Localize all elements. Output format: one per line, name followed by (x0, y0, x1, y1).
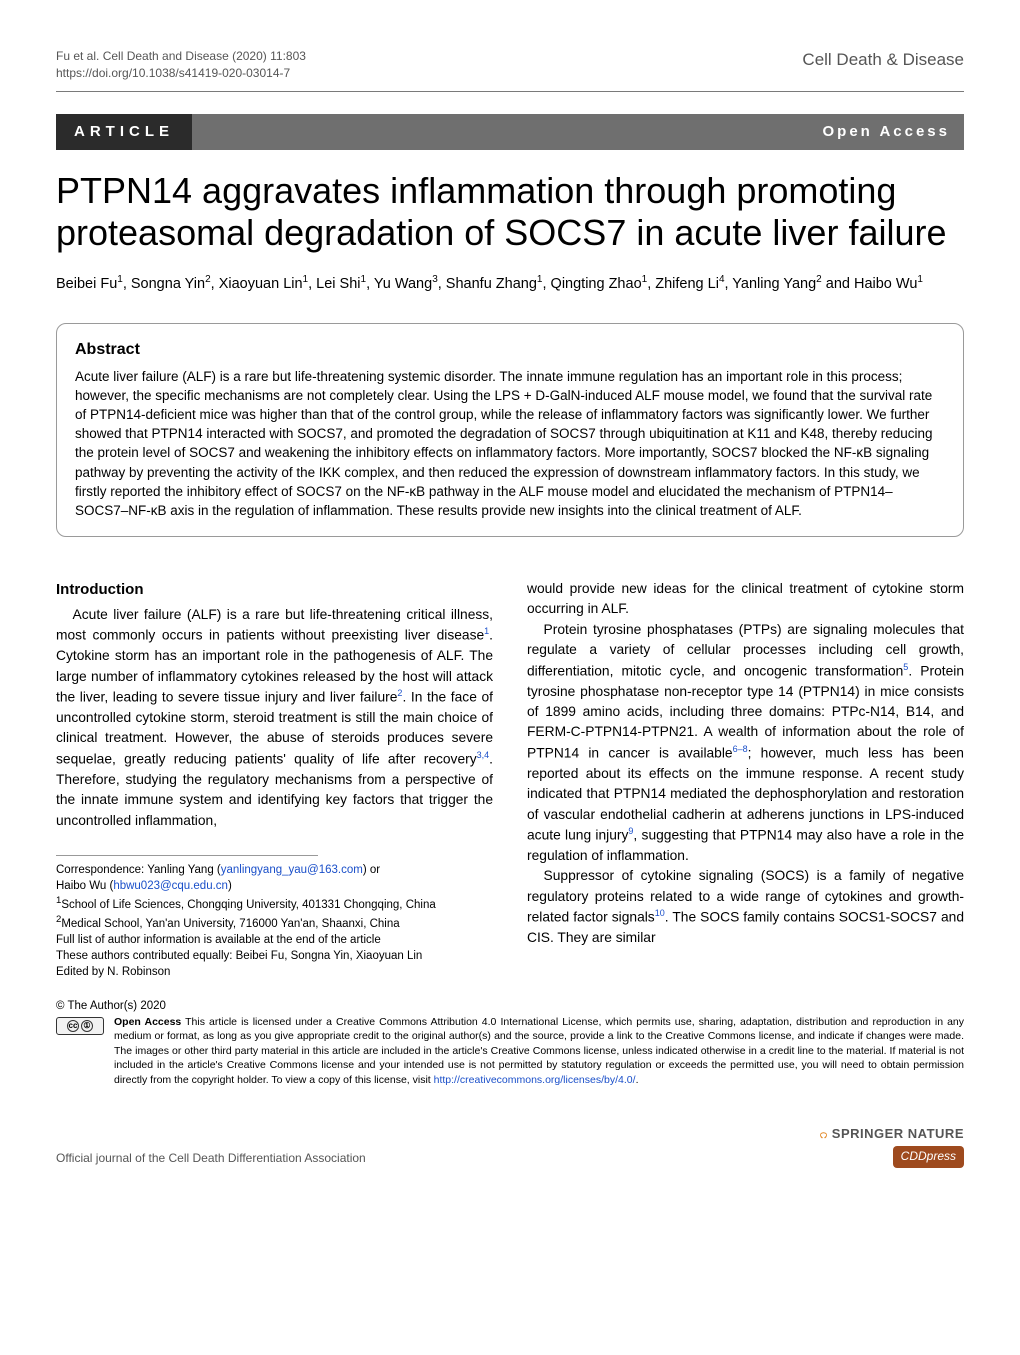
aff2-text: Medical School, Yan'an University, 71600… (61, 918, 399, 930)
copyright-line: © The Author(s) 2020 (56, 998, 964, 1015)
abstract-heading: Abstract (75, 338, 945, 361)
running-header: Fu et al. Cell Death and Disease (2020) … (56, 48, 964, 83)
publisher-logos: ೧ SPRINGER NATURE CDDpress (820, 1125, 964, 1167)
aff1-text: School of Life Sciences, Chongqing Unive… (61, 899, 435, 911)
abstract-text: Acute liver failure (ALF) is a rare but … (75, 367, 945, 520)
article-title: PTPN14 aggravates inflammation through p… (56, 170, 964, 255)
edited-by-note: Edited by N. Robinson (56, 964, 493, 980)
cc-icon: cc (67, 1020, 79, 1032)
correspondence-block: Correspondence: Yanling Yang (yanlingyan… (56, 862, 493, 980)
intro-p3: Protein tyrosine phosphatases (PTPs) are… (527, 620, 964, 867)
page-footer: Official journal of the Cell Death Diffe… (56, 1125, 964, 1167)
cdd-press-logo: CDDpress (893, 1146, 964, 1167)
full-author-list-note: Full list of author information is avail… (56, 932, 493, 948)
abstract-box: Abstract Acute liver failure (ALF) is a … (56, 323, 964, 537)
right-column: would provide new ideas for the clinical… (527, 579, 964, 980)
article-label: ARTICLE (56, 114, 192, 150)
by-icon: ① (81, 1020, 93, 1032)
introduction-heading: Introduction (56, 579, 493, 601)
correspondence-rule (56, 855, 318, 856)
springer-text: SPRINGER NATURE (832, 1126, 964, 1141)
open-access-label: Open Access (809, 114, 965, 150)
corr-line1: Correspondence: Yanling Yang (yanlingyan… (56, 862, 493, 878)
corr-line2: Haibo Wu (hbwu023@cqu.edu.cn) (56, 878, 493, 894)
article-type-bar: ARTICLE Open Access (56, 114, 964, 150)
doi-line: https://doi.org/10.1038/s41419-020-03014… (56, 65, 306, 82)
license-text: Open Access This article is licensed und… (114, 1015, 964, 1087)
association-line: Official journal of the Cell Death Diffe… (56, 1150, 366, 1167)
cc-by-icon: cc ① (56, 1017, 104, 1035)
intro-p1: Acute liver failure (ALF) is a rare but … (56, 605, 493, 831)
body-columns: Introduction Acute liver failure (ALF) i… (56, 579, 964, 980)
affiliation-1: 1School of Life Sciences, Chongqing Univ… (56, 894, 493, 913)
citation-block: Fu et al. Cell Death and Disease (2020) … (56, 48, 306, 83)
left-column: Introduction Acute liver failure (ALF) i… (56, 579, 493, 980)
citation-line: Fu et al. Cell Death and Disease (2020) … (56, 48, 306, 65)
springer-leaf-icon: ೧ (820, 1126, 828, 1141)
journal-name: Cell Death & Disease (802, 48, 964, 73)
intro-p4: Suppressor of cytokine signaling (SOCS) … (527, 866, 964, 948)
springer-nature-logo: ೧ SPRINGER NATURE (820, 1125, 964, 1144)
header-rule (56, 91, 964, 92)
license-block: cc ① Open Access This article is license… (56, 1015, 964, 1087)
equal-contribution-note: These authors contributed equally: Beibe… (56, 948, 493, 964)
affiliation-2: 2Medical School, Yan'an University, 7160… (56, 913, 493, 932)
author-list: Beibei Fu1, Songna Yin2, Xiaoyuan Lin1, … (56, 273, 964, 295)
intro-p2: would provide new ideas for the clinical… (527, 579, 964, 620)
